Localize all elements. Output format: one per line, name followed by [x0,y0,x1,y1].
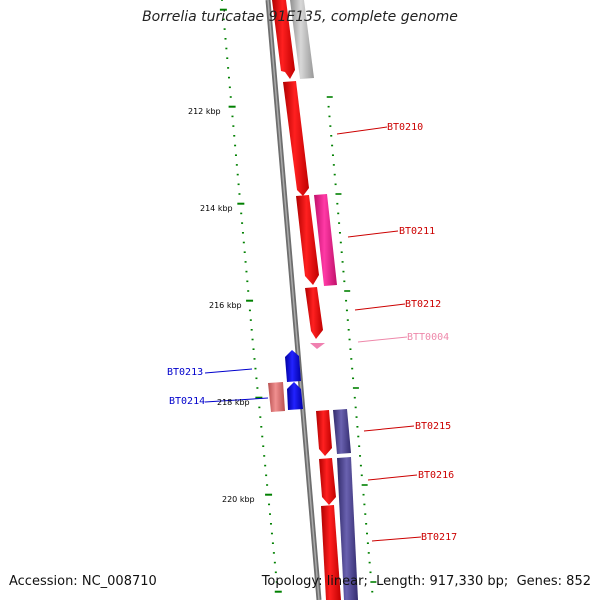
gene-label-btt0004[interactable]: BTT0004 [407,332,449,343]
gene-feature-bt0210[interactable] [283,81,309,196]
trna-feature-btt0004[interactable] [310,343,325,349]
purple-gene-feature-1[interactable] [333,409,351,454]
pink-gene-feature[interactable] [268,382,285,412]
scale-label-220: 220 kbp [222,495,255,504]
accession-info: Accession: NC_008710 [9,574,157,589]
gene-label-bt0217[interactable]: BT0217 [421,532,457,543]
scale-label-212: 212 kbp [188,107,221,116]
scale-label-214: 214 kbp [200,204,233,213]
scale-label-218: 218 kbp [217,398,250,407]
gene-feature-bt0211-red[interactable] [296,195,319,285]
gene-features [268,0,358,600]
gene-feature-bt0217[interactable] [321,505,341,600]
scale-labels: 212 kbp 214 kbp 216 kbp 218 kbp 220 kbp [188,107,255,504]
gene-label-bt0213[interactable]: BT0213 [167,367,203,378]
label-leader-lines [204,126,422,542]
map-title: Borrelia turicatae 91E135, complete geno… [142,9,458,25]
gene-label-bt0210[interactable]: BT0210 [387,122,423,133]
genes-value: 852 [566,574,591,589]
gene-feature-bt0213[interactable] [285,350,301,382]
red-gene-feature-top[interactable] [272,0,295,79]
gene-feature-bt0214[interactable] [287,382,303,410]
gene-label-bt0215[interactable]: BT0215 [415,421,451,432]
genome-backbone [265,0,322,600]
gene-label-bt0214[interactable]: BT0214 [169,396,205,407]
length-value: 917,330 bp [429,574,504,589]
gene-feature-bt0216[interactable] [319,458,336,505]
accession-label: Accession: [9,574,78,589]
accession-value: NC_008710 [81,574,157,589]
topology-value: linear [326,574,364,589]
separator: ; [503,574,513,589]
topology-label: Topology: [261,574,323,589]
genes-label: Genes: [516,574,563,589]
gene-label-bt0212[interactable]: BT0212 [405,299,441,310]
genome-summary: Topology: linear; Length: 917,330 bp; Ge… [262,574,591,589]
magenta-gene-feature[interactable] [314,194,337,286]
grey-gene-feature[interactable] [290,0,314,79]
length-label: Length: [376,574,426,589]
gene-feature-bt0212[interactable] [305,287,323,339]
gene-labels: BT0210 BT0211 BT0212 BTT0004 BT0213 BT02… [167,122,457,543]
gene-feature-bt0215[interactable] [316,410,332,456]
gene-label-bt0211[interactable]: BT0211 [399,226,435,237]
scale-ticks [219,0,377,593]
separator: ; [363,574,372,589]
scale-label-216: 216 kbp [209,301,242,310]
purple-gene-feature-2[interactable] [337,457,358,600]
gene-label-bt0216[interactable]: BT0216 [418,470,454,481]
